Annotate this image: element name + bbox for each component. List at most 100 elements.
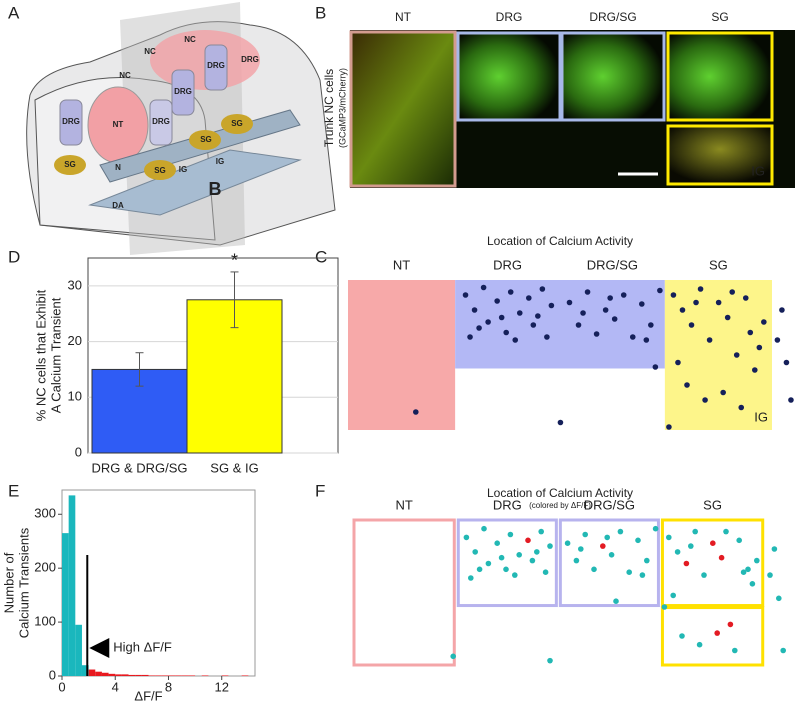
point: [529, 557, 536, 564]
chart-subtitle: (colored by ΔF/F): [529, 501, 591, 510]
point: [602, 307, 609, 313]
micrographs: [349, 30, 795, 188]
point: [715, 299, 722, 306]
point: [697, 286, 704, 292]
region: [660, 518, 765, 608]
point: [613, 598, 619, 604]
inset-label: IG: [751, 163, 765, 178]
diagram-label: DRG: [207, 61, 225, 70]
point: [684, 382, 690, 388]
point: [666, 534, 672, 541]
hist-bar: [161, 675, 169, 676]
hist-bar: [135, 674, 142, 676]
y-tick-label: 100: [34, 614, 56, 629]
point: [593, 331, 600, 337]
panel-letter: C: [315, 247, 327, 266]
point: [736, 537, 742, 544]
point: [467, 334, 473, 340]
point: [503, 566, 509, 573]
point: [643, 337, 650, 343]
point: [738, 404, 745, 411]
point: [503, 329, 510, 336]
diagram-label: DRG: [174, 87, 192, 96]
hist-bar: [155, 675, 162, 676]
diagram-label: DRG: [62, 117, 80, 126]
point: [754, 557, 760, 564]
point: [485, 319, 491, 325]
hist-bar: [201, 675, 209, 676]
point: [652, 525, 659, 532]
point: [666, 424, 672, 430]
point: [670, 592, 676, 599]
tile-ig: [666, 124, 774, 186]
diagram-label: NT: [113, 120, 124, 129]
x-tick-label: SG & IG: [210, 460, 258, 475]
region: [348, 280, 456, 430]
diagram-label: SG: [200, 135, 212, 144]
point: [644, 557, 650, 564]
point: [480, 284, 487, 291]
diagram-label: IG: [216, 157, 224, 166]
region-label: DRG/SG: [584, 497, 635, 512]
point: [683, 560, 690, 567]
x-tick-label: 4: [112, 679, 119, 694]
region-label: DRG/SG: [589, 10, 636, 24]
hist-bar: [181, 675, 189, 676]
point: [745, 566, 751, 573]
point: [539, 286, 546, 292]
point: [776, 595, 782, 602]
tile-nt: [349, 30, 457, 188]
point: [575, 322, 582, 328]
point: [507, 289, 514, 295]
point: [733, 352, 740, 358]
diagram-label: SG: [154, 166, 166, 175]
significance: *: [231, 251, 238, 271]
region: [456, 518, 558, 608]
point: [706, 337, 713, 343]
y-label: Number of: [1, 552, 16, 613]
hist-bar: [75, 624, 82, 676]
point: [710, 540, 716, 546]
point: [774, 337, 781, 343]
point: [525, 537, 531, 544]
region: [455, 280, 665, 369]
diagram-label: B: [209, 179, 222, 199]
region-label: NT: [393, 257, 410, 272]
point: [471, 307, 478, 313]
point: [688, 543, 694, 549]
region: [558, 518, 660, 608]
tile-drg-sg: [560, 31, 666, 122]
point: [580, 310, 586, 316]
y-label: Calcium Transients: [16, 527, 31, 638]
region-label: NT: [395, 10, 412, 24]
point: [767, 572, 773, 578]
point: [485, 560, 492, 567]
x-label: ΔF/F: [134, 688, 162, 703]
y-tick-label: 0: [49, 667, 56, 682]
point: [512, 572, 518, 578]
tile-sg: [666, 31, 774, 122]
point: [626, 569, 632, 575]
hist-bar: [101, 672, 109, 676]
point: [749, 581, 756, 587]
region-label: DRG: [493, 497, 522, 512]
y-tick-label: 200: [34, 560, 56, 575]
tile-drg: [456, 31, 562, 122]
point: [462, 292, 469, 298]
point: [468, 575, 474, 581]
point: [507, 531, 514, 538]
point: [450, 653, 457, 660]
point: [566, 299, 573, 306]
diagram-label: DRG: [152, 117, 170, 126]
hist-bar: [121, 674, 129, 676]
point: [635, 537, 641, 544]
y-label: Trunk NC cells: [322, 69, 336, 147]
point: [752, 367, 758, 373]
hist-bar: [88, 669, 96, 676]
point: [547, 657, 553, 664]
panel-letter: F: [315, 481, 325, 500]
diagram-label: SG: [64, 160, 76, 169]
point: [714, 630, 720, 636]
point: [557, 419, 564, 426]
point: [584, 289, 591, 295]
